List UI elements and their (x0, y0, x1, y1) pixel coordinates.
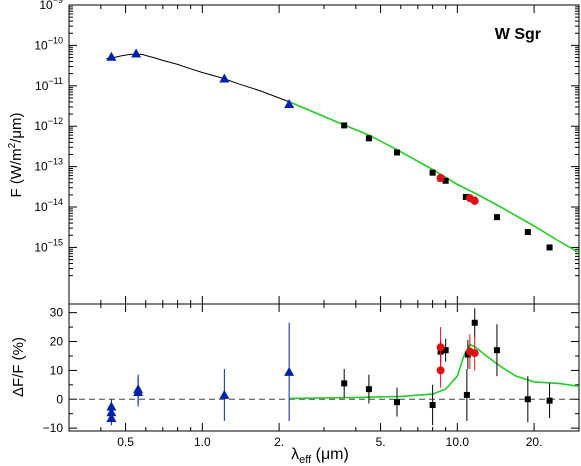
residual-square-point (394, 399, 401, 406)
residual-square-point (546, 397, 553, 404)
bottom-y-tick-label: 10 (50, 363, 64, 377)
residual-triangle-point (284, 366, 295, 376)
top-y-tick-exponent: −15 (48, 237, 63, 247)
photosphere-curve (106, 53, 290, 103)
bottom-y-tick-label: −10 (43, 421, 64, 435)
x-tick-label: 1.0 (194, 435, 211, 449)
top-y-tick-label: 10−13 (34, 157, 63, 174)
top-panel-frame (68, 4, 580, 305)
top-y-tick-exponent: −11 (48, 76, 63, 86)
top-y-tick-exponent: −13 (48, 157, 63, 167)
residual-triangle-point (106, 413, 117, 423)
residual-square-point (463, 391, 470, 398)
top-y-tick-label: 10−15 (34, 237, 63, 254)
bottom-ylabel: ΔF/F (%) (10, 337, 27, 397)
top-y-tick-base: 10 (35, 79, 49, 93)
top-square-point (341, 122, 348, 129)
top-y-tick-base: 10 (34, 38, 48, 52)
top-ylabel-post: /μm) (8, 112, 25, 142)
top-y-tick-exponent: −12 (48, 116, 63, 126)
top-y-tick-base: 10 (39, 0, 53, 12)
top-square-point (546, 244, 553, 251)
x-axis-label-main: λ (291, 446, 299, 463)
bottom-y-ticks: −10 0 10 20 30 (43, 306, 579, 435)
bottom-y-tick-label: 20 (50, 335, 64, 349)
top-y-tick-base: 10 (34, 240, 48, 254)
top-y-tick-exponent: −10 (48, 35, 63, 45)
x-tick-labels: 0.5 1.0 2. 5. 10.0 20. (117, 435, 542, 449)
residual-square-point (471, 319, 478, 326)
residual-circle-point (436, 366, 445, 375)
top-square-point (429, 169, 436, 176)
star-label: W Sgr (495, 26, 541, 43)
top-square-point (365, 135, 372, 142)
residual-square-point (493, 347, 500, 354)
top-square-point (462, 193, 469, 200)
x-tick-label: 10.0 (446, 435, 470, 449)
top-y-tick-label: 10−14 (34, 197, 63, 214)
bottom-y-tick-label: 0 (56, 392, 63, 406)
x-axis-label-rest: (μm) (311, 446, 349, 463)
top-ylabel: F (W/m2/μm) (7, 112, 25, 197)
top-y-tick-base: 10 (34, 119, 48, 133)
top-ylabel-pre: F (W/m (8, 148, 25, 197)
top-triangle-point (131, 48, 142, 58)
top-circle-point (436, 173, 445, 182)
model-curve-residual (289, 343, 580, 400)
residual-square-point (429, 402, 436, 409)
top-square-point (394, 149, 401, 156)
residual-square-point (365, 386, 372, 393)
top-y-tick-exponent: −9 (53, 0, 63, 5)
residual-square-point (524, 396, 531, 403)
top-y-tick-label: 10−10 (34, 35, 63, 52)
top-y-tick-exponent: −14 (48, 197, 63, 207)
x-axis-label-sub: eff (299, 454, 312, 466)
top-y-tick-base: 10 (34, 160, 48, 174)
top-square-point (493, 214, 500, 221)
top-circle-point (470, 196, 479, 205)
top-triangle-point (284, 98, 295, 108)
x-axis-label: λeff (μm) (291, 446, 349, 466)
x-tick-label: 0.5 (117, 435, 134, 449)
residual-triangle-point (133, 387, 144, 397)
top-y-tick-label: 10−9 (39, 0, 63, 12)
residual-circle-point (436, 343, 445, 352)
top-y-tick-label: 10−11 (35, 76, 63, 93)
bottom-panel: −10 0 10 20 30 ΔF/F (%) (10, 303, 580, 435)
residual-circle-point (470, 349, 479, 358)
residual-triangle-point (219, 389, 230, 399)
top-data-points (106, 48, 553, 251)
top-triangle-point (219, 73, 230, 83)
top-y-tick-label: 10−12 (34, 116, 63, 133)
top-y-tick-base: 10 (34, 200, 48, 214)
x-tick-label: 2. (274, 435, 284, 449)
top-square-point (442, 177, 449, 184)
top-ylabel-sup: 2 (7, 142, 18, 148)
x-tick-label: 20. (526, 435, 543, 449)
residual-square-point (442, 347, 449, 354)
bottom-x-ticks (68, 304, 580, 431)
residual-square-point (341, 380, 348, 387)
bottom-data-points (106, 308, 553, 426)
model-curve-top (289, 101, 580, 254)
x-tick-label: 5. (376, 435, 386, 449)
bottom-y-tick-label: 30 (50, 306, 64, 320)
top-square-point (524, 229, 531, 236)
top-triangle-point (106, 51, 117, 61)
top-x-ticks (68, 5, 580, 304)
